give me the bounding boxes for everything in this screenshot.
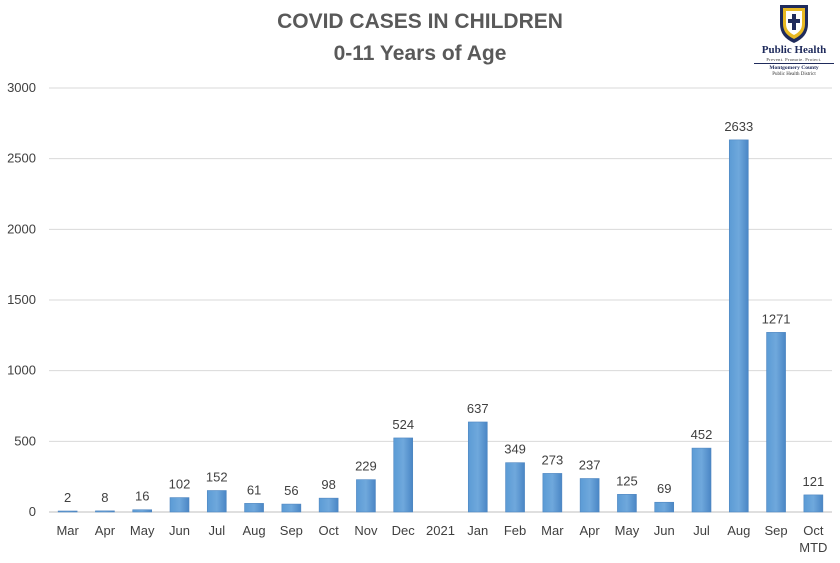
data-label: 56 bbox=[284, 483, 298, 498]
y-tick-label: 500 bbox=[14, 433, 36, 448]
data-label: 237 bbox=[579, 458, 601, 473]
data-label: 98 bbox=[321, 477, 335, 492]
bar bbox=[132, 509, 153, 513]
data-label: 16 bbox=[135, 489, 149, 504]
shield-cross-icon bbox=[780, 5, 808, 43]
data-label: 8 bbox=[101, 490, 108, 505]
data-label: 349 bbox=[504, 442, 526, 457]
x-tick-label: Jun bbox=[654, 523, 675, 538]
x-tick-label: May bbox=[615, 523, 640, 538]
data-label: 637 bbox=[467, 401, 489, 416]
bar bbox=[579, 478, 600, 513]
x-tick-label: Jun bbox=[169, 523, 190, 538]
x-tick-label: Dec bbox=[392, 523, 416, 538]
x-tick-label: Apr bbox=[580, 523, 601, 538]
data-label: 61 bbox=[247, 482, 261, 497]
bar bbox=[467, 421, 488, 513]
x-tick-label: Aug bbox=[727, 523, 750, 538]
data-label: 152 bbox=[206, 470, 228, 485]
x-tick-label: Oct MTD bbox=[799, 523, 827, 555]
x-tick-label: Oct bbox=[319, 523, 340, 538]
chart-title: COVID CASES IN CHILDREN bbox=[277, 10, 563, 33]
data-label: 273 bbox=[542, 452, 564, 467]
y-tick-label: 2500 bbox=[7, 151, 36, 166]
bar bbox=[691, 447, 712, 513]
bar bbox=[654, 501, 675, 513]
data-label: 2 bbox=[64, 490, 71, 505]
data-label: 69 bbox=[657, 481, 671, 496]
x-tick-label: Sep bbox=[765, 523, 788, 538]
bar bbox=[318, 497, 339, 513]
data-label: 121 bbox=[803, 474, 825, 489]
logo-tagline: Prevent. Promote. Protect. bbox=[766, 57, 822, 62]
x-tick-label: Nov bbox=[354, 523, 378, 538]
bar bbox=[803, 494, 824, 513]
logo-divider bbox=[754, 63, 834, 64]
x-tick-label: Mar bbox=[541, 523, 564, 538]
x-tick-label: Mar bbox=[56, 523, 79, 538]
chart-subtitle: 0-11 Years of Age bbox=[333, 42, 507, 65]
data-label: 229 bbox=[355, 459, 377, 474]
bar bbox=[542, 473, 563, 513]
bar bbox=[617, 494, 637, 513]
logo-name: Public Health bbox=[761, 44, 827, 56]
data-label: 125 bbox=[616, 473, 638, 488]
data-label: 524 bbox=[392, 417, 414, 432]
public-health-logo: Public Health Prevent. Promote. Protect.… bbox=[752, 2, 836, 82]
y-tick-label: 0 bbox=[29, 504, 36, 519]
bar bbox=[766, 332, 786, 513]
x-tick-label: Jan bbox=[467, 523, 488, 538]
bar bbox=[393, 437, 414, 513]
x-tick-label: Apr bbox=[95, 523, 116, 538]
x-tick-label: Feb bbox=[504, 523, 526, 538]
logo-county: Montgomery County bbox=[769, 65, 819, 71]
bar bbox=[169, 497, 190, 513]
bar bbox=[505, 462, 525, 513]
bar bbox=[281, 503, 302, 513]
x-tick-label: Sep bbox=[280, 523, 303, 538]
bar bbox=[728, 139, 749, 513]
bar bbox=[95, 510, 115, 513]
x-tick-label: Jul bbox=[693, 523, 710, 538]
data-label: 452 bbox=[691, 427, 713, 442]
bar bbox=[206, 490, 227, 513]
y-tick-label: 2000 bbox=[7, 221, 36, 236]
y-tick-label: 1000 bbox=[7, 363, 36, 378]
logo-district: Public Health District bbox=[772, 72, 816, 77]
y-tick-label: 3000 bbox=[7, 80, 36, 95]
bar bbox=[57, 510, 78, 513]
data-label: 1271 bbox=[762, 311, 791, 326]
x-tick-label: Jul bbox=[208, 523, 225, 538]
data-label: 2633 bbox=[724, 119, 753, 134]
y-tick-label: 1500 bbox=[7, 292, 36, 307]
x-tick-label: May bbox=[130, 523, 155, 538]
bar bbox=[356, 479, 376, 513]
bar bbox=[244, 503, 264, 513]
x-tick-label: Aug bbox=[243, 523, 266, 538]
data-label: 102 bbox=[169, 477, 191, 492]
x-tick-label: 2021 bbox=[426, 523, 455, 538]
